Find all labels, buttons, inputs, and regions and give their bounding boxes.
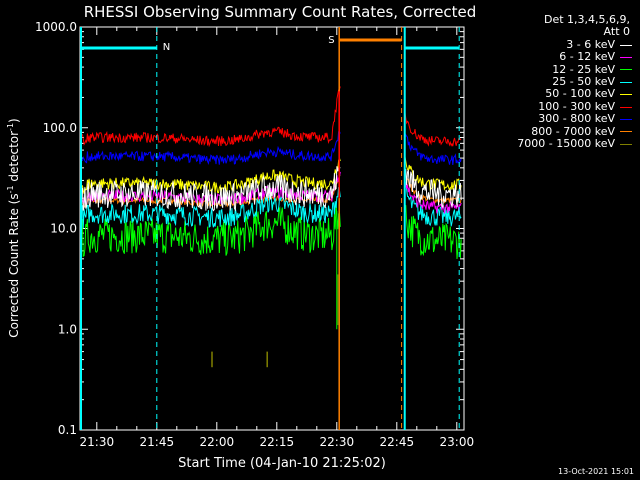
footer-stamp: 13-Oct-2021 15:01 <box>558 467 634 476</box>
marks-layer: NS <box>80 27 460 430</box>
x-axis: 21:30 21:45 22:00 22:15 22:30 22:45 23:00 <box>80 27 475 449</box>
legend-swatch-1 <box>620 56 632 58</box>
series-0-line <box>81 166 341 212</box>
x-tick-label-0: 21:30 <box>80 435 115 449</box>
legend-label-7: 800 - 7000 keV <box>531 124 615 138</box>
series-7-line <box>82 174 341 208</box>
legend-swatch-0 <box>620 44 632 46</box>
series-4-line <box>404 156 462 192</box>
x-tick-label-1: 21:45 <box>140 435 175 449</box>
legend-item-4: 50 - 100 keV <box>480 88 636 100</box>
chart-title: RHESSI Observing Summary Count Rates, Co… <box>84 3 477 21</box>
legend-label-4: 50 - 100 keV <box>545 87 615 101</box>
x-tick-label-3: 22:15 <box>260 435 295 449</box>
legend: Det 1,3,4,5,6,9, Att 0 3 - 6 keV 6 - 12 k… <box>480 13 636 151</box>
legend-item-6: 300 - 800 keV <box>480 112 636 126</box>
x-axis-label: Start Time (04-Jan-10 21:25:02) <box>178 456 386 471</box>
y-tick-label-1: 100.0 <box>43 121 77 135</box>
x-tick-label-4: 22:30 <box>320 435 355 449</box>
series-1-line <box>404 182 462 214</box>
legend-item-8: 7000 - 15000 keV <box>480 137 636 151</box>
series-layer <box>81 86 462 260</box>
series-2-line <box>81 202 341 258</box>
legend-swatch-4 <box>620 94 632 96</box>
legend-item-1: 6 - 12 keV <box>480 50 636 64</box>
x-tick-label-6: 23:00 <box>440 435 475 449</box>
y-tick-label-4: 0.1 <box>58 423 77 437</box>
legend-swatch-7 <box>620 131 632 133</box>
night-label: N <box>163 42 170 53</box>
legend-label-0: 3 - 6 keV <box>566 37 615 51</box>
series-0-line <box>404 168 462 209</box>
y-tick-label-0: 1000.0 <box>35 20 77 34</box>
x-tick-label-2: 22:00 <box>200 435 235 449</box>
series-6-line <box>81 130 341 165</box>
legend-item-3: 25 - 50 keV <box>480 75 636 89</box>
series-5-line <box>404 112 462 147</box>
legend-swatch-2 <box>620 69 632 71</box>
saa-label: S <box>328 35 334 46</box>
y-axis: 1000.0 100.0 10.0 1.0 0.1 <box>35 20 464 437</box>
legend-swatch-3 <box>620 81 632 83</box>
legend-swatch-8 <box>620 143 632 145</box>
legend-label-3: 25 - 50 keV <box>552 75 615 89</box>
legend-item-2: 12 - 25 keV <box>480 62 636 76</box>
legend-header-1: Det 1,3,4,5,6,9, <box>543 13 630 26</box>
legend-header-2: Att 0 <box>603 25 630 39</box>
series-5-line <box>81 86 341 148</box>
y-tick-label-2: 10.0 <box>50 222 77 236</box>
series-3-line <box>404 180 462 227</box>
legend-label-5: 100 - 300 keV <box>538 99 615 113</box>
legend-swatch-6 <box>620 118 632 120</box>
y-tick-label-3: 1.0 <box>58 322 77 336</box>
legend-item-5: 100 - 300 keV <box>480 99 636 113</box>
legend-label-8: 7000 - 15000 keV <box>517 137 615 151</box>
legend-swatch-5 <box>620 106 632 108</box>
legend-label-1: 6 - 12 keV <box>559 50 615 64</box>
legend-item-7: 800 - 7000 keV <box>480 124 636 138</box>
series-6-line <box>404 133 462 165</box>
legend-label-2: 12 - 25 keV <box>552 62 615 76</box>
series-2-line <box>404 205 462 260</box>
legend-item-0: 3 - 6 keV <box>480 37 636 51</box>
y-axis-label: Corrected Count Rate (s-1 detector-1) <box>6 118 21 337</box>
legend-label-6: 300 - 800 keV <box>538 112 615 126</box>
x-tick-label-5: 22:45 <box>380 435 415 449</box>
series-3-line <box>81 187 341 229</box>
